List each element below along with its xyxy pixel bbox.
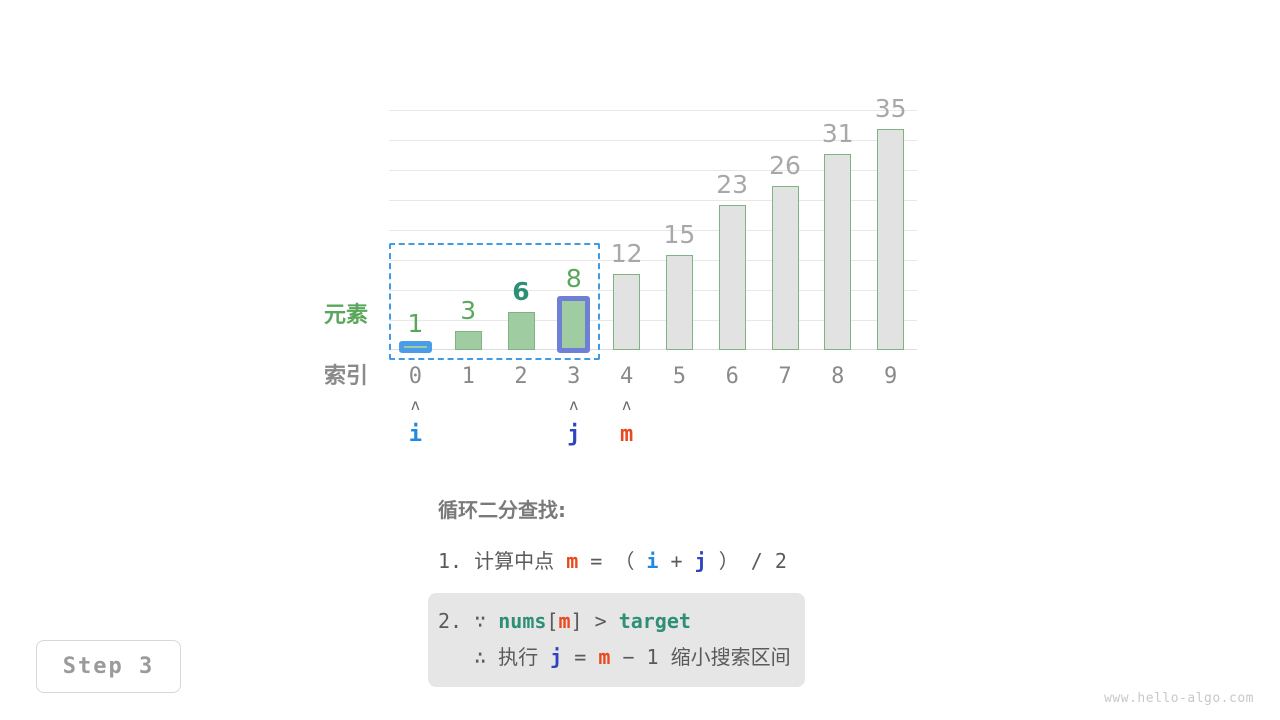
bar-value-label-5: 15	[663, 220, 696, 250]
bar-value-label-9: 35	[874, 93, 907, 123]
bar-9	[877, 128, 905, 350]
gridline	[389, 230, 917, 231]
step2-therefore-symbol: ∴	[474, 645, 487, 669]
gridline	[389, 170, 917, 171]
step2-gt: >	[594, 609, 607, 633]
step1-var-i: i	[646, 549, 659, 573]
index-number-7: 7	[778, 364, 792, 389]
step2-target: target	[618, 609, 691, 633]
index-number-2: 2	[514, 364, 528, 389]
step1-plus: +	[670, 549, 683, 573]
pointer-label-m: m	[619, 422, 634, 447]
bar-6	[718, 204, 746, 350]
axis-label-index: 索引	[324, 364, 369, 389]
step-badge: Step 3	[36, 640, 181, 693]
bar-value-label-2: 6	[512, 277, 530, 307]
search-range-box	[388, 243, 601, 360]
index-number-0: 0	[408, 364, 423, 389]
gridline	[389, 290, 917, 291]
chart-baseline	[389, 349, 917, 350]
step2-because-symbol: ∵	[474, 609, 487, 633]
index-number-1: 1	[461, 364, 475, 389]
gridline	[389, 140, 917, 141]
step1-two: 2	[774, 549, 787, 573]
gridline	[389, 110, 917, 111]
step2-tail: 缩小搜索区间	[670, 645, 791, 669]
index-number-9: 9	[883, 364, 898, 389]
pointer-label-i: i	[408, 422, 423, 447]
step1-rparen: ）	[718, 549, 739, 573]
pointer-caret-m: ʌ	[622, 396, 632, 414]
step-badge-label: Step 3	[62, 654, 155, 679]
bar-value-label-1: 3	[460, 296, 477, 326]
step2-nums: nums	[498, 609, 547, 633]
bar-value-label-7: 26	[769, 150, 801, 180]
step1-slash: /	[750, 549, 763, 573]
step2-rbracket: ]	[570, 609, 583, 633]
step2-line-1: 2. ∵ nums[m] > target	[438, 603, 791, 639]
watermark: www.hello-algo.com	[1104, 691, 1254, 706]
pointer-caret-i: ʌ	[410, 396, 420, 414]
bar-value-label-4: 12	[610, 239, 643, 269]
bar-1	[454, 331, 482, 350]
bar-4	[613, 274, 641, 350]
step2-exec: 执行	[498, 645, 539, 669]
gridline	[389, 320, 917, 321]
step2-lbracket: [	[546, 609, 559, 633]
step2-var-m2: m	[598, 645, 611, 669]
step2-line-2: ∴ 执行 j = m − 1 缩小搜索区间	[438, 639, 791, 675]
pointer-label-j: j	[567, 422, 581, 447]
index-number-4: 4	[619, 364, 634, 389]
index-number-6: 6	[725, 364, 739, 389]
step2-eq: =	[574, 645, 587, 669]
bar-chart	[388, 110, 917, 360]
index-number-8: 8	[831, 364, 845, 389]
step1-var-m: m	[566, 549, 579, 573]
step2-minus: −	[622, 645, 635, 669]
bar-7	[771, 185, 799, 350]
gridline	[389, 260, 917, 261]
pointer-caret-j: ʌ	[569, 396, 579, 414]
explanation-step-2: 2. ∵ nums[m] > target ∴ 执行 j = m − 1 缩小搜…	[428, 593, 805, 687]
step2-one: 1	[646, 645, 659, 669]
bar-value-label-6: 23	[716, 169, 749, 199]
index-number-5: 5	[672, 364, 687, 389]
explanation-block: 循环二分查找: 1. 计算中点 m = （ i + j ） / 2 2. ∵ n…	[428, 494, 898, 687]
bar-2	[507, 312, 535, 350]
step1-equals: =	[590, 549, 603, 573]
step2-var-j: j	[550, 645, 563, 669]
step1-var-j: j	[694, 549, 707, 573]
step1-lparen: （	[614, 549, 635, 573]
explanation-step-1: 1. 计算中点 m = （ i + j ） / 2	[438, 543, 898, 579]
index-number-3: 3	[567, 364, 581, 389]
bar-value-label-3: 8	[565, 264, 582, 294]
axis-label-element: 元素	[324, 303, 369, 328]
bar-8	[824, 154, 852, 350]
step2-var-m: m	[558, 609, 571, 633]
gridline	[389, 200, 917, 201]
bar-5	[665, 255, 693, 350]
bar-value-label-0: 1	[407, 308, 424, 338]
step1-text: 计算中点	[474, 549, 555, 573]
step2-number: 2.	[438, 609, 463, 633]
bar-value-label-8: 31	[821, 119, 854, 149]
explanation-title: 循环二分查找:	[438, 498, 566, 522]
step1-number: 1.	[438, 549, 463, 573]
